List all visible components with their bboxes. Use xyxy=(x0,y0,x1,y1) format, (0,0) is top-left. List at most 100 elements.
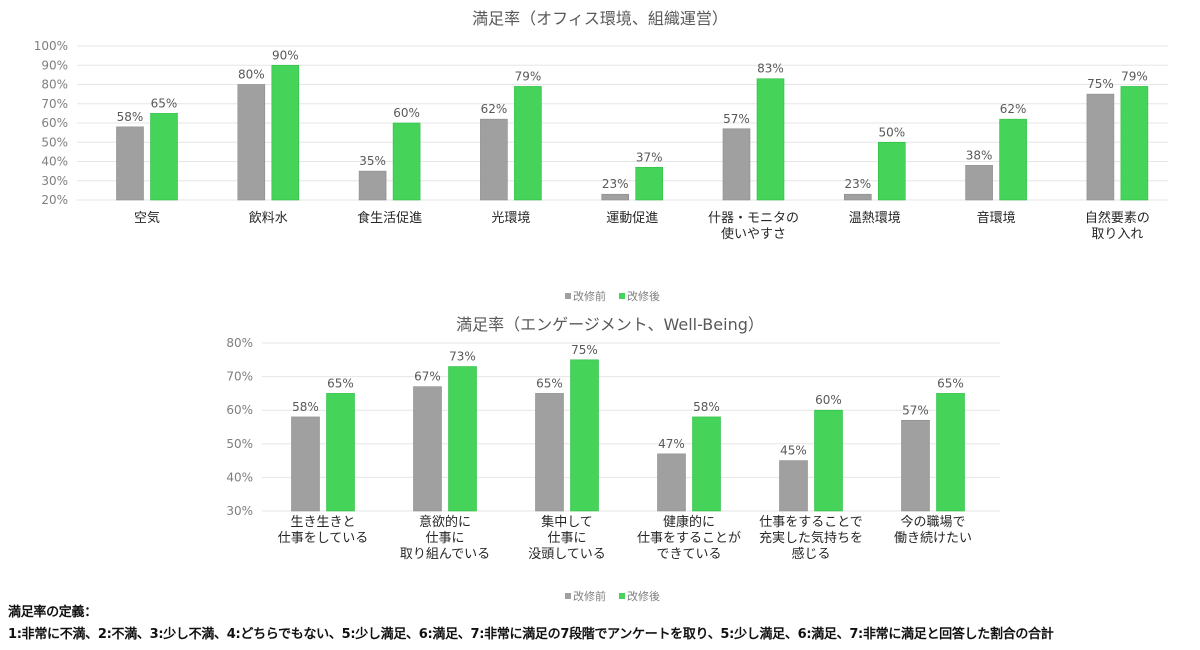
bar-before xyxy=(237,84,266,201)
y-tick-label: 50% xyxy=(41,135,68,149)
bar-before xyxy=(722,128,751,201)
data-label: 79% xyxy=(1121,69,1148,83)
y-tick-label: 100% xyxy=(34,39,68,53)
bar-before xyxy=(657,453,686,512)
footnote-body: 1:非常に不満、2:不満、3:少し不満、4:どちらでもない、5:少し満足、6:満… xyxy=(8,627,1054,642)
data-label: 47% xyxy=(658,437,685,451)
data-label: 58% xyxy=(292,400,319,414)
bar-before xyxy=(358,170,387,201)
category-label: 什器・モニタの使いやすさ xyxy=(708,211,799,242)
category-label: 温熱環境 xyxy=(849,211,901,226)
category-label: 自然要素の取り入れ xyxy=(1085,210,1150,242)
legend-swatch xyxy=(619,593,625,599)
y-tick-label: 30% xyxy=(41,174,68,188)
data-label: 65% xyxy=(536,376,563,390)
y-tick-label: 70% xyxy=(41,97,68,111)
chart-title: 満足率（エンゲージメント、Well-Being） xyxy=(456,315,764,334)
category-label: 空気 xyxy=(134,210,160,226)
category-label: 音環境 xyxy=(977,210,1016,226)
bar-before xyxy=(480,118,508,201)
y-tick-label: 60% xyxy=(41,116,68,130)
data-label: 58% xyxy=(117,110,144,124)
y-tick-label: 80% xyxy=(41,78,68,92)
y-tick-label: 40% xyxy=(226,470,253,484)
legend-label: 改修前 xyxy=(573,289,606,303)
bar-after xyxy=(1120,86,1149,201)
category-label: 光環境 xyxy=(491,211,530,226)
data-label: 23% xyxy=(844,177,871,191)
data-label: 58% xyxy=(693,400,720,414)
data-label: 79% xyxy=(515,69,542,83)
data-label: 67% xyxy=(414,370,441,384)
legend-swatch xyxy=(565,293,571,299)
bar-after xyxy=(692,416,721,512)
data-label: 23% xyxy=(602,177,629,191)
chart-1: 満足率（オフィス環境、組織運営） 20% 30% 40% 50% 60% 70% 80% 90%… xyxy=(34,9,1168,303)
category-label: 運動促進 xyxy=(606,211,658,226)
bar-before xyxy=(1086,93,1115,201)
bar-after xyxy=(326,393,355,512)
data-label: 50% xyxy=(878,125,905,139)
bar-after xyxy=(392,122,421,201)
data-label: 65% xyxy=(327,376,354,390)
data-label: 38% xyxy=(966,148,993,162)
bar-after xyxy=(756,78,785,201)
y-tick-label: 20% xyxy=(41,193,68,207)
category-label: 意欲的に仕事に取り組んでいる xyxy=(400,514,490,562)
data-label: 65% xyxy=(937,376,964,390)
data-label: 83% xyxy=(757,62,784,76)
y-tick-label: 40% xyxy=(41,155,68,169)
data-label: 90% xyxy=(272,48,299,62)
legend: 改修前 改修後 xyxy=(565,289,660,303)
y-tick-label: 60% xyxy=(226,403,253,417)
legend-swatch xyxy=(619,293,625,299)
legend-label: 改修後 xyxy=(627,589,660,603)
bar-before xyxy=(413,386,442,512)
bar-after xyxy=(814,409,843,512)
bar-after xyxy=(514,86,542,201)
legend-label: 改修前 xyxy=(573,589,606,603)
y-tick-label: 50% xyxy=(226,437,253,451)
category-label: 健康的に仕事をすることができている xyxy=(637,514,741,562)
bar-before xyxy=(116,126,144,201)
y-tick-label: 80% xyxy=(226,336,253,350)
bar-after xyxy=(877,141,906,201)
chart-title: 満足率（オフィス環境、組織運営） xyxy=(472,9,728,28)
data-label: 57% xyxy=(723,112,750,126)
category-label: 生き生きと仕事をしている xyxy=(278,515,369,546)
category-label: 飲料水 xyxy=(249,210,288,226)
data-label: 60% xyxy=(393,106,420,120)
category-label: 仕事をすることで充実した気持ちを感じる xyxy=(759,515,863,562)
legend: 改修前 改修後 xyxy=(565,589,660,603)
bar-before xyxy=(843,193,872,201)
bar-before xyxy=(601,193,630,201)
data-label: 62% xyxy=(1000,102,1027,116)
category-label: 集中して仕事に没頭している xyxy=(528,514,606,562)
bar-before xyxy=(901,419,930,512)
data-label: 35% xyxy=(359,154,386,168)
y-tick-label: 90% xyxy=(41,58,68,72)
bar-after xyxy=(271,64,300,201)
bar-after xyxy=(570,359,599,512)
bar-before xyxy=(291,416,320,512)
data-label: 57% xyxy=(902,403,929,417)
data-label: 37% xyxy=(636,150,663,164)
bar-after xyxy=(999,118,1027,201)
data-label: 80% xyxy=(238,68,265,82)
category-label: 今の職場で働き続けたい xyxy=(894,514,972,546)
bar-before xyxy=(965,165,993,201)
bar-after xyxy=(635,166,664,201)
data-label: 45% xyxy=(780,444,807,458)
category-label: 食生活促進 xyxy=(357,210,422,226)
data-label: 60% xyxy=(815,393,842,407)
data-label: 75% xyxy=(571,343,598,357)
bar-before xyxy=(535,393,564,512)
data-label: 62% xyxy=(481,102,508,116)
y-tick-label: 30% xyxy=(226,504,253,518)
bar-after xyxy=(936,393,965,512)
legend-swatch xyxy=(565,593,571,599)
data-label: 75% xyxy=(1087,77,1114,91)
footnote-heading: 満足率の定義： xyxy=(8,605,97,620)
chart-2: 満足率（エンゲージメント、Well-Being） 30% 40% 50% 60% 70% 8… xyxy=(226,315,1000,603)
